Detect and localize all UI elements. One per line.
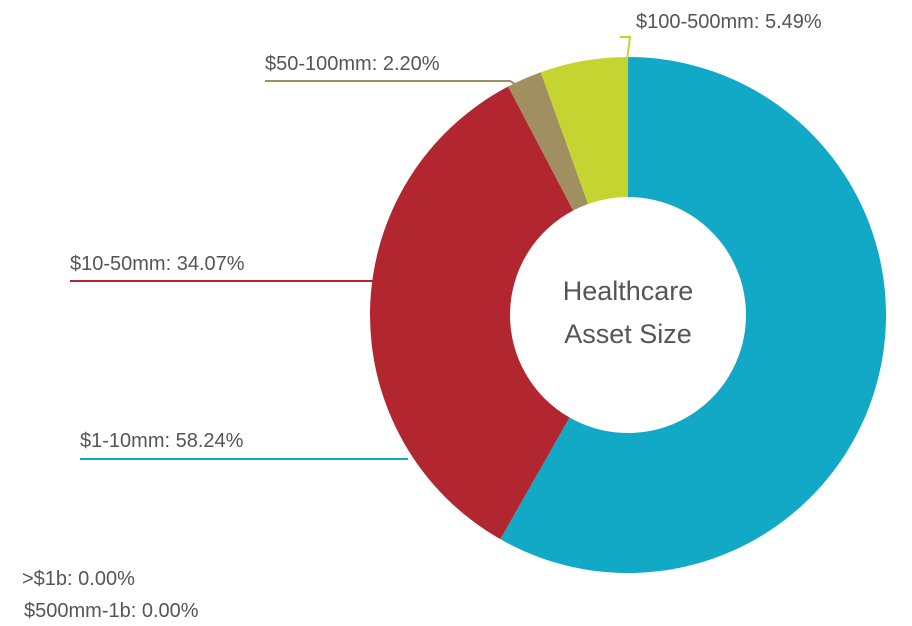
slice bbox=[540, 57, 628, 204]
center-title: Healthcare bbox=[563, 276, 694, 306]
leader-line bbox=[265, 80, 531, 94]
center-title: Asset Size bbox=[564, 319, 692, 349]
donut bbox=[370, 57, 886, 573]
slice-label: >$1b: 0.00% bbox=[22, 568, 135, 590]
slice bbox=[370, 86, 574, 540]
leader-line bbox=[620, 36, 632, 61]
slice bbox=[508, 72, 589, 211]
slice-label: $100-500mm: 5.49% bbox=[636, 11, 822, 33]
slice-label: $500mm-1b: 0.00% bbox=[24, 600, 199, 622]
slice-label: $10-50mm: 34.07% bbox=[70, 253, 245, 275]
slice-label: $50-100mm: 2.20% bbox=[265, 53, 440, 75]
slice bbox=[500, 57, 886, 573]
slice-label: $1-10mm: 58.24% bbox=[80, 430, 244, 452]
